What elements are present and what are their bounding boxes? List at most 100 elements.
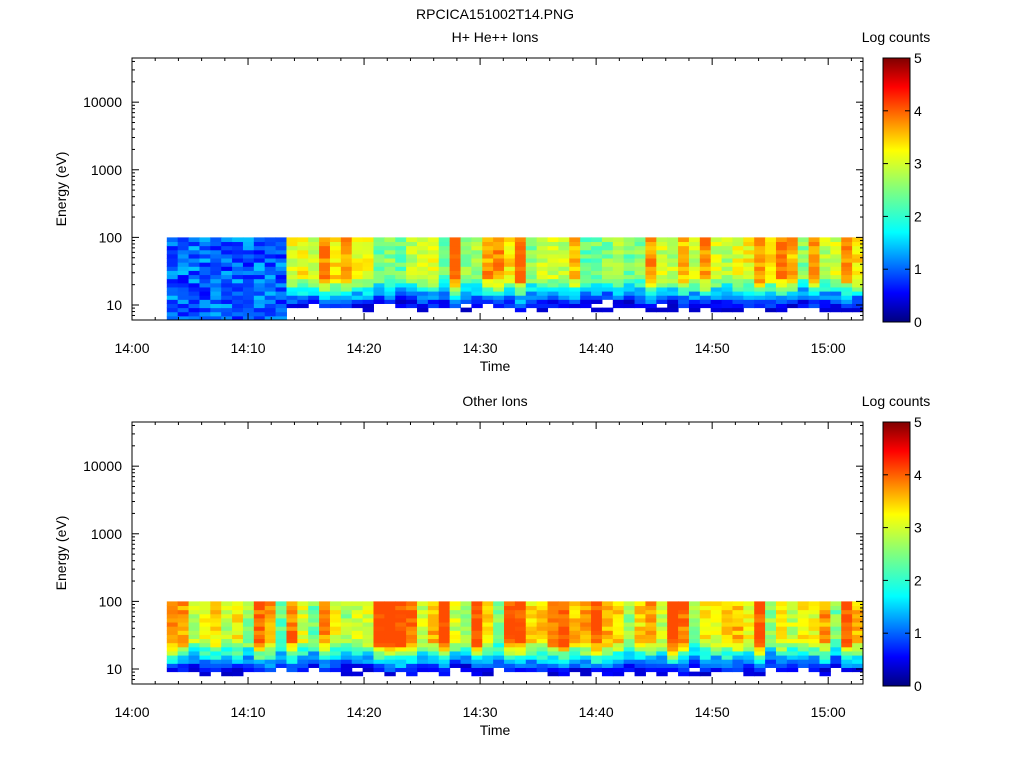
heatmap-cell [667, 638, 679, 644]
heatmap-cell [406, 655, 418, 660]
heatmap-cell [852, 613, 864, 619]
heatmap-cell [308, 278, 320, 284]
heatmap-cell [384, 286, 396, 292]
heatmap-cell [623, 282, 636, 288]
heatmap-cell [340, 609, 353, 615]
heatmap-cell [558, 241, 570, 247]
heatmap-cell [569, 609, 581, 615]
heatmap-cell [612, 303, 625, 309]
heatmap-cell [634, 634, 646, 640]
heatmap-cell [536, 282, 549, 288]
heatmap-cell [406, 286, 418, 292]
heatmap-cell [188, 253, 200, 259]
heatmap-cell [351, 609, 364, 615]
heatmap-cell [351, 634, 364, 640]
heatmap-cell [699, 663, 712, 668]
heatmap-cell [525, 253, 538, 259]
heatmap-cell [786, 605, 799, 611]
heatmap-cell [688, 266, 701, 271]
heatmap-cell [188, 613, 200, 619]
heatmap-cell [264, 270, 277, 276]
heatmap-cell [308, 295, 320, 300]
heatmap-cell [514, 601, 527, 607]
heatmap-cell [351, 601, 364, 607]
heatmap-cell [351, 299, 364, 304]
heatmap-cell [699, 667, 712, 673]
heatmap-cell [721, 237, 733, 243]
heatmap-cell [166, 659, 179, 664]
x-tick-label: 14:20 [347, 704, 382, 720]
heatmap-cell [656, 245, 668, 251]
heatmap-cell [699, 245, 712, 251]
heatmap-cell [417, 307, 429, 313]
heatmap-cell [732, 630, 744, 635]
heatmap-cell [351, 617, 364, 623]
heatmap-cell [591, 237, 603, 243]
heatmap-cell [852, 295, 864, 300]
heatmap-cell [351, 241, 364, 247]
heatmap-cell [406, 237, 418, 243]
heatmap-cell [819, 241, 831, 247]
heatmap-cell [417, 282, 429, 288]
heatmap-cell [514, 241, 527, 247]
heatmap-cell [362, 634, 374, 640]
heatmap-cell [688, 655, 701, 660]
heatmap-cell [308, 630, 320, 635]
heatmap-cell [699, 634, 712, 640]
heatmap-cell [645, 282, 657, 288]
heatmap-cell [580, 613, 592, 619]
heatmap-cell [504, 646, 516, 652]
heatmap-cell [558, 270, 570, 276]
heatmap-cell [569, 667, 581, 673]
heatmap-cell [373, 655, 385, 660]
heatmap-cell [765, 646, 777, 652]
heatmap-cell [797, 278, 810, 284]
heatmap-cell [493, 601, 505, 607]
heatmap-cell [406, 646, 418, 652]
heatmap-cell [678, 650, 690, 656]
heatmap-cell [601, 270, 614, 276]
heatmap-cell [721, 630, 733, 635]
heatmap-cell [525, 282, 538, 288]
heatmap-cell [623, 299, 636, 304]
heatmap-cell [754, 630, 766, 635]
heatmap-cell [395, 291, 407, 296]
heatmap-cell [221, 253, 233, 259]
heatmap-cell [808, 663, 820, 668]
heatmap-cell [721, 642, 733, 648]
heatmap-cell [525, 601, 538, 607]
heatmap-cell [406, 253, 418, 259]
heatmap-cell [688, 253, 701, 259]
heatmap-cell [547, 278, 559, 284]
heatmap-cell [373, 617, 385, 623]
heatmap-cell [221, 303, 233, 309]
heatmap-cell [264, 638, 277, 644]
heatmap-cell [297, 634, 309, 640]
heatmap-cell [656, 291, 668, 296]
heatmap-cell [449, 262, 462, 267]
heatmap-cell [656, 667, 668, 673]
heatmap-cell [558, 663, 570, 668]
heatmap-cell [634, 609, 646, 615]
heatmap-cell [623, 634, 636, 640]
heatmap-cell [732, 659, 744, 664]
heatmap-cell [525, 278, 538, 284]
heatmap-cell [340, 646, 353, 652]
heatmap-cell [210, 601, 222, 607]
heatmap-cell [232, 605, 244, 611]
heatmap-cell [819, 274, 831, 280]
heatmap-cell [601, 278, 614, 284]
heatmap-cell [786, 613, 799, 619]
heatmap-cell [177, 303, 190, 309]
heatmap-cell [188, 311, 200, 317]
heatmap-cell [351, 642, 364, 648]
heatmap-cell [612, 646, 625, 652]
heatmap-cell [667, 659, 679, 664]
heatmap-cell [612, 249, 625, 255]
heatmap-cell [449, 626, 462, 631]
heatmap-cell [754, 274, 766, 280]
heatmap-cell [710, 249, 723, 255]
heatmap-cell [667, 663, 679, 668]
heatmap-cell [460, 630, 472, 635]
x-tick-label: 14:40 [579, 704, 614, 720]
